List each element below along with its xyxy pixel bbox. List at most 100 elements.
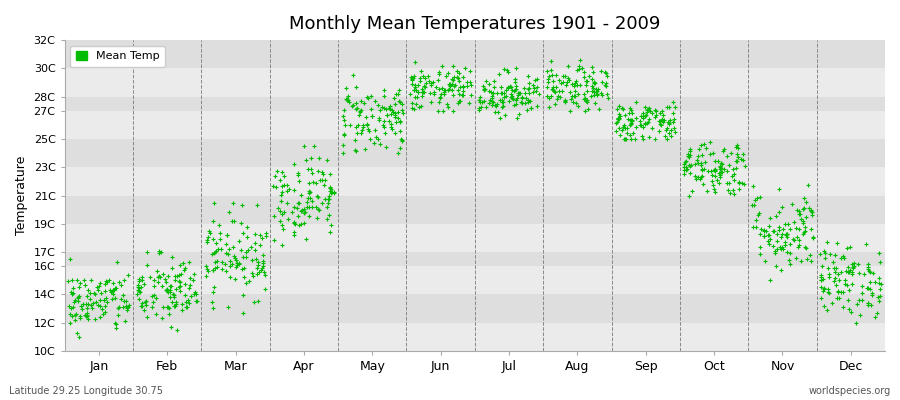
Point — [619, 136, 634, 142]
Text: worldspecies.org: worldspecies.org — [809, 386, 891, 396]
Point — [652, 121, 667, 127]
Point — [708, 167, 723, 174]
Point — [681, 151, 696, 157]
Point — [324, 222, 338, 228]
Point — [320, 156, 334, 163]
Point — [220, 251, 235, 258]
Point — [239, 234, 254, 240]
Point — [588, 100, 602, 106]
Point — [379, 144, 393, 150]
Point — [759, 228, 773, 234]
Point — [300, 199, 314, 205]
Point — [436, 87, 451, 94]
Point — [714, 160, 728, 166]
Point — [762, 241, 777, 247]
Point — [433, 94, 447, 100]
Point — [748, 216, 762, 223]
Point — [842, 268, 856, 275]
Point — [258, 272, 273, 279]
Point — [520, 96, 535, 103]
Point — [405, 76, 419, 82]
Point — [558, 73, 572, 79]
Point — [162, 305, 176, 311]
Point — [119, 298, 133, 304]
Point — [504, 93, 518, 100]
Point — [80, 313, 94, 320]
Point — [562, 77, 576, 83]
Point — [783, 260, 797, 267]
Point — [352, 112, 366, 119]
Point — [117, 277, 131, 283]
Point — [75, 305, 89, 312]
Point — [633, 122, 647, 128]
Point — [360, 121, 374, 128]
Point — [847, 263, 861, 269]
Point — [199, 273, 213, 279]
Point — [248, 231, 262, 238]
Point — [683, 152, 698, 158]
Point — [796, 218, 810, 224]
Point — [66, 285, 80, 292]
Point — [752, 251, 767, 258]
Point — [348, 147, 363, 153]
Point — [484, 102, 499, 108]
Point — [565, 81, 580, 87]
Point — [598, 69, 613, 75]
Point — [737, 181, 751, 187]
Point — [800, 181, 814, 188]
Point — [163, 283, 177, 289]
Point — [364, 106, 378, 112]
Point — [485, 93, 500, 100]
Point — [734, 180, 749, 186]
Point — [237, 264, 251, 271]
Point — [304, 166, 319, 172]
Point — [270, 168, 284, 174]
Point — [208, 265, 222, 271]
Text: Latitude 29.25 Longitude 30.75: Latitude 29.25 Longitude 30.75 — [9, 386, 163, 396]
Bar — [65, 167, 885, 196]
Point — [753, 194, 768, 200]
Point — [346, 102, 360, 108]
Point — [441, 104, 455, 110]
Point — [590, 90, 604, 97]
Point — [794, 258, 808, 265]
Point — [677, 164, 691, 171]
Point — [107, 287, 122, 293]
Point — [446, 92, 460, 98]
Point — [773, 243, 788, 250]
Point — [358, 146, 373, 152]
Point — [769, 250, 783, 256]
Point — [327, 189, 341, 195]
Point — [519, 95, 534, 101]
Point — [310, 215, 325, 222]
Point — [780, 234, 795, 240]
Point — [207, 200, 221, 206]
Point — [681, 154, 696, 161]
Point — [200, 266, 214, 272]
Point — [842, 266, 857, 273]
Point — [81, 301, 95, 307]
Point — [791, 243, 806, 250]
Point — [836, 253, 850, 259]
Point — [796, 220, 810, 226]
Point — [76, 300, 91, 307]
Point — [104, 288, 119, 294]
Point — [211, 246, 225, 252]
Point — [91, 302, 105, 308]
Point — [821, 265, 835, 271]
Point — [417, 89, 431, 95]
Point — [472, 106, 486, 113]
Point — [311, 206, 326, 212]
Point — [132, 285, 147, 292]
Point — [328, 190, 342, 196]
Point — [486, 99, 500, 106]
Point — [472, 97, 486, 103]
Point — [410, 88, 425, 95]
Point — [515, 94, 529, 100]
Point — [292, 178, 306, 184]
Point — [142, 274, 157, 280]
Point — [256, 258, 270, 264]
Point — [158, 287, 173, 293]
Point — [542, 104, 556, 110]
Point — [389, 119, 403, 125]
